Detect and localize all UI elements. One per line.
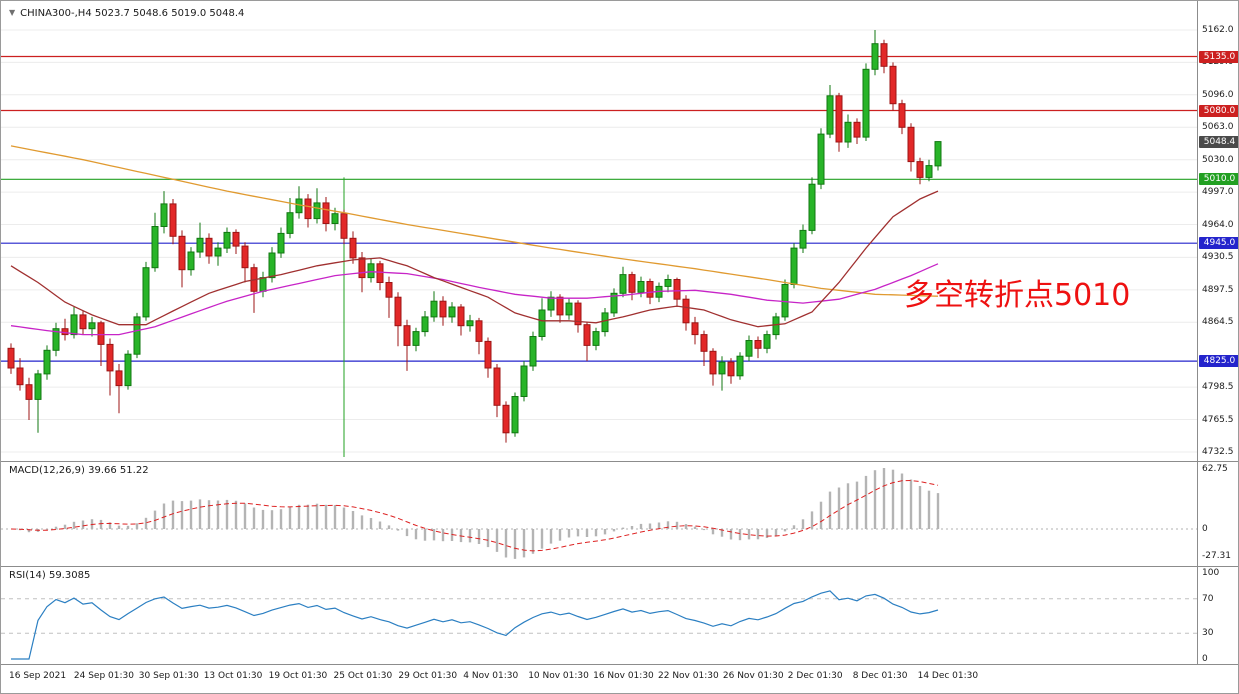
time-axis-label: 16 Nov 01:30 (593, 671, 654, 681)
price-axis-label: 4765.5 (1202, 414, 1234, 425)
rsi-axis-label: 70 (1202, 593, 1214, 604)
annotation-text[interactable]: 多空转折点5010 (904, 278, 1131, 313)
macd-label: MACD(12,26,9) 39.66 51.22 (9, 465, 149, 476)
moving-average-lines[interactable] (10, 145, 939, 336)
rsi-axis-label: 100 (1202, 568, 1220, 578)
time-axis-label: 2 Dec 01:30 (787, 671, 843, 681)
time-axis-label: 10 Nov 01:30 (528, 671, 589, 681)
price-axis-label: 4964.0 (1202, 219, 1234, 230)
macd-axis-label: 62.75 (1202, 464, 1228, 474)
time-axis-label: 19 Oct 01:30 (268, 671, 328, 681)
time-axis-label: 16 Sep 2021 (9, 671, 67, 681)
time-axis-label: 4 Nov 01:30 (463, 671, 519, 681)
price-axis-label: 4864.5 (1202, 317, 1234, 328)
chart-title: ▼ CHINA300-,H4 5023.7 5048.6 5019.0 5048.… (9, 8, 244, 19)
macd-axis-label: 0 (1202, 524, 1208, 534)
ma-line-fast[interactable] (10, 190, 939, 328)
price-badge-5010.0: 5010.0 (1199, 173, 1238, 186)
rsi-axis-label: 0 (1202, 654, 1208, 664)
price-badge-5135.0: 5135.0 (1199, 50, 1238, 63)
price-axis-label: 5030.0 (1202, 154, 1234, 165)
price-axis-label: 4997.0 (1202, 187, 1234, 198)
candles[interactable] (7, 30, 942, 443)
time-axis[interactable]: 16 Sep 2021 24 Sep 01:30 30 Sep 01:30 13 Oc… (1, 665, 1238, 693)
macd-canvas[interactable] (1, 462, 1197, 566)
macd-axis-label: -27.31 (1202, 550, 1232, 561)
rsi-label: RSI(14) 59.3085 (9, 570, 91, 581)
macd-histogram (18, 468, 940, 559)
time-axis-divider (1, 664, 1238, 665)
price-axis-label: 4930.5 (1202, 252, 1234, 263)
macd-signal-line (10, 479, 939, 552)
time-axis-label: 22 Nov 01:30 (658, 671, 719, 681)
time-axis-label: 8 Dec 01:30 (852, 671, 908, 681)
price-badge-4945.0: 4945.0 (1199, 237, 1238, 250)
price-axis-label: 4798.5 (1202, 382, 1234, 393)
ma-line-slow[interactable] (10, 145, 939, 297)
price-badge-4825.0: 4825.0 (1199, 355, 1238, 368)
rsi-panel-divider[interactable] (1, 566, 1238, 567)
time-axis-label: 30 Sep 01:30 (138, 671, 199, 681)
time-axis-label: 29 Oct 01:30 (398, 671, 458, 681)
price-axis-label: 5162.0 (1202, 25, 1234, 35)
price-axis-separator (1197, 1, 1198, 664)
price-axis-label: 4732.5 (1202, 447, 1234, 457)
price-badge-5048.4: 5048.4 (1199, 135, 1238, 148)
ma-line-mid[interactable] (10, 263, 939, 336)
time-axis-label: 24 Sep 01:30 (73, 671, 134, 681)
rsi-canvas[interactable] (1, 567, 1197, 664)
time-axis-label: 13 Oct 01:30 (203, 671, 263, 681)
price-badge-5080.0: 5080.0 (1199, 104, 1238, 117)
price-axis-label: 5129.0 (1202, 57, 1234, 68)
price-axis-label: 5096.0 (1202, 89, 1234, 100)
rsi-line (11, 590, 939, 660)
time-axis-label: 26 Nov 01:30 (722, 671, 784, 681)
price-axis-label: 5063.0 (1202, 122, 1234, 133)
time-axis-label: 25 Oct 01:30 (333, 671, 393, 681)
price-chart-canvas[interactable] (1, 1, 1197, 461)
price-axis-label: 4897.5 (1202, 284, 1234, 295)
chart-title-text: CHINA300-,H4 5023.7 5048.6 5019.0 5048.4 (20, 8, 245, 19)
collapse-triangle-icon[interactable]: ▼ (9, 8, 16, 17)
price-gridlines (1, 29, 1197, 453)
time-axis-label: 14 Dec 01:30 (917, 671, 979, 681)
horizontal-level-lines[interactable] (1, 55, 1197, 362)
macd-panel-divider[interactable] (1, 461, 1238, 462)
rsi-axis-label: 30 (1202, 628, 1214, 639)
